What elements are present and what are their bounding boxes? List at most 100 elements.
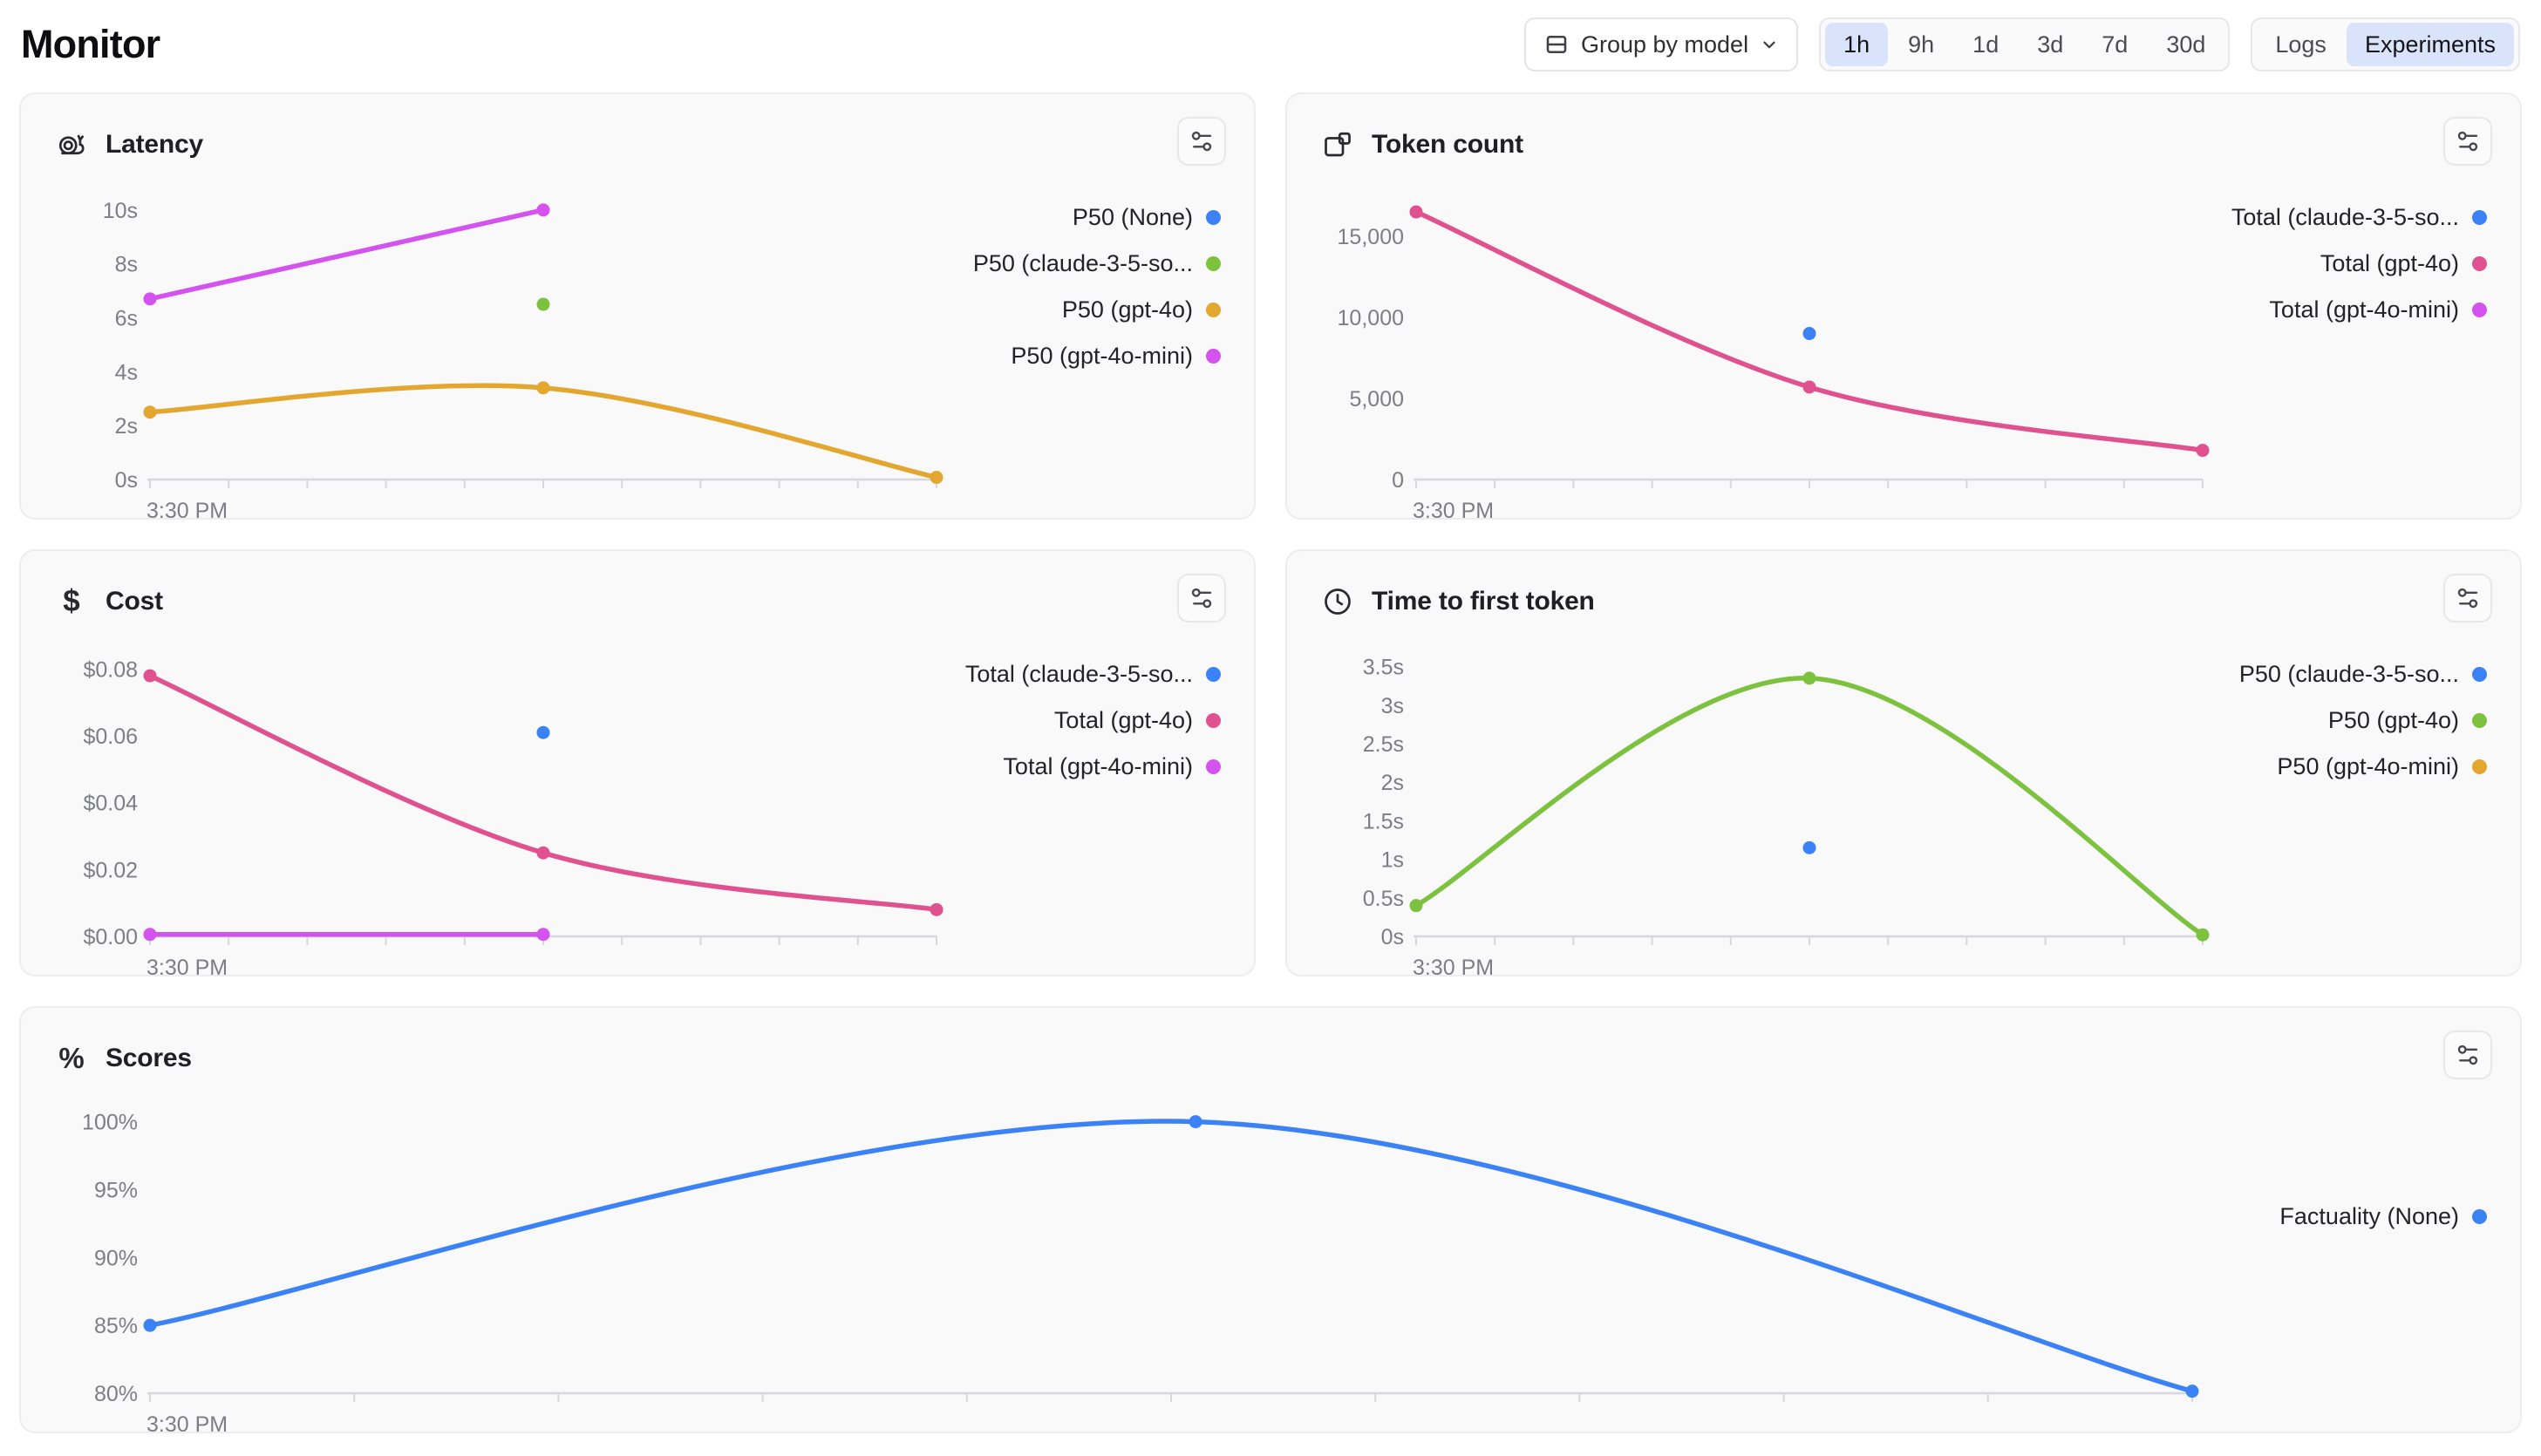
legend-swatch — [1206, 349, 1221, 364]
group-by-model-button[interactable]: Group by model — [1523, 17, 1799, 71]
legend-item[interactable]: Total (gpt-4o) — [1054, 707, 1221, 734]
y-tick-label: 0s — [115, 468, 138, 493]
chart-settings-button[interactable] — [2443, 117, 2492, 166]
legend-swatch — [1206, 210, 1221, 225]
legend-item[interactable]: Factuality (None) — [2279, 1203, 2487, 1230]
y-tick-label: 5,000 — [1349, 387, 1404, 412]
cost-chart: $0.08 $0.06 $0.04 $0.02 $0.00 3:30 PM — [83, 657, 944, 975]
charts-grid: Latency 10s 8s 6s 4s 2s 0s 3:30 PM P50 (None) P… — [19, 92, 2522, 1433]
data-point[interactable] — [143, 1318, 157, 1332]
cost-card: $ Cost $0.08 $0.06 $0.04 $0.02 $0.00 3:30 PM … — [19, 549, 1256, 976]
legend-label: P50 (gpt-4o) — [1061, 296, 1193, 323]
page-title: Monitor — [21, 22, 160, 66]
data-point[interactable] — [2196, 928, 2210, 942]
legend-label: P50 (claude-3-5-so... — [972, 250, 1193, 276]
legend-swatch — [1206, 256, 1221, 271]
data-point[interactable] — [1802, 840, 1816, 854]
data-point[interactable] — [1189, 1115, 1202, 1129]
data-point[interactable] — [1802, 380, 1816, 394]
data-point[interactable] — [2185, 1385, 2199, 1398]
x-axis-label: 3:30 PM — [146, 499, 228, 520]
legend-item[interactable]: Total (gpt-4o-mini) — [1003, 753, 1221, 780]
y-tick-label: 100% — [82, 1111, 138, 1135]
data-point[interactable] — [536, 725, 550, 739]
x-axis-label: 3:30 PM — [1413, 499, 1494, 520]
legend-item[interactable]: P50 (claude-3-5-so... — [2239, 661, 2487, 688]
chart-settings-button[interactable] — [2443, 574, 2492, 623]
y-tick-label: 10s — [103, 199, 138, 223]
card-title: Scores — [106, 1044, 192, 1072]
data-point[interactable] — [536, 203, 550, 217]
y-tick-label: 80% — [94, 1382, 138, 1406]
data-point[interactable] — [143, 928, 157, 942]
token-count-card: Token count 15,000 10,000 5,000 0 3:30 PM To… — [1285, 92, 2522, 520]
legend-swatch — [2472, 713, 2487, 728]
chart-settings-button[interactable] — [1177, 117, 1226, 166]
y-tick-label: 10,000 — [1338, 306, 1404, 330]
y-tick-label: 85% — [94, 1314, 138, 1338]
data-point[interactable] — [143, 669, 157, 683]
data-point[interactable] — [536, 381, 550, 395]
time-range-group: 1h 9h 1d 3d 7d 30d — [1819, 17, 2231, 71]
data-point[interactable] — [1802, 671, 1816, 685]
view-tab-logs[interactable]: Logs — [2257, 23, 2345, 66]
legend-item[interactable]: Total (gpt-4o) — [2320, 250, 2487, 277]
clock-icon — [1320, 586, 1355, 617]
y-tick-label: 2s — [115, 414, 138, 439]
data-point[interactable] — [930, 471, 944, 485]
legend-item[interactable]: P50 (gpt-4o) — [1062, 296, 1221, 323]
legend-item[interactable]: P50 (gpt-4o-mini) — [1011, 343, 1221, 370]
legend-label: P50 (None) — [1072, 204, 1193, 230]
time-range-1d[interactable]: 1d — [1954, 23, 2017, 66]
data-point[interactable] — [2196, 444, 2210, 458]
legend-label: Total (claude-3-5-so... — [2231, 204, 2459, 230]
legend-item[interactable]: P50 (gpt-4o) — [2328, 707, 2487, 734]
y-tick-label: 0 — [1392, 468, 1404, 493]
view-tab-experiments[interactable]: Experiments — [2346, 22, 2514, 67]
chart-settings-button[interactable] — [1177, 574, 1226, 623]
legend-swatch — [2472, 303, 2487, 317]
chevron-down-icon — [1760, 35, 1779, 54]
card-title: Cost — [106, 587, 163, 616]
data-point[interactable] — [1409, 899, 1423, 913]
data-point[interactable] — [1409, 205, 1423, 219]
time-range-30d[interactable]: 30d — [2148, 23, 2224, 66]
chart-area: 3.5s 3s 2.5s 2s 1.5s 1s 0.5s 0s 3:30 PM P50 (cla… — [1320, 635, 2487, 975]
legend-label: P50 (gpt-4o) — [2327, 707, 2459, 733]
data-point[interactable] — [536, 928, 550, 942]
percent-icon: % — [58, 1042, 85, 1074]
time-range-7d[interactable]: 7d — [2083, 23, 2146, 66]
legend-label: Total (gpt-4o-mini) — [2269, 296, 2459, 323]
page-header: Monitor Group by model 1h 9h 1d 3d 7d 30d Log… — [19, 0, 2522, 92]
time-range-3d[interactable]: 3d — [2019, 23, 2081, 66]
legend-label: Total (gpt-4o) — [1053, 707, 1193, 733]
latency-legend: P50 (None) P50 (claude-3-5-so... P50 (gpt-… — [944, 178, 1221, 518]
legend-item[interactable]: Total (claude-3-5-so... — [965, 661, 1221, 688]
view-toggle-group: Logs Experiments — [2251, 17, 2520, 71]
legend-swatch — [2472, 667, 2487, 682]
scores-legend: Factuality (None) — [2199, 1092, 2487, 1432]
legend-item[interactable]: P50 (claude-3-5-so... — [973, 250, 1221, 277]
y-tick-label: $0.02 — [83, 858, 138, 882]
legend-item[interactable]: P50 (gpt-4o-mini) — [2277, 753, 2487, 780]
data-point[interactable] — [143, 292, 157, 306]
card-header: % Scores — [54, 1031, 2492, 1083]
legend-item[interactable]: P50 (None) — [1073, 204, 1221, 231]
legend-item[interactable]: Total (claude-3-5-so... — [2231, 204, 2487, 231]
time-range-9h[interactable]: 9h — [1890, 23, 1952, 66]
series-line — [147, 1119, 2195, 1394]
data-point[interactable] — [143, 405, 157, 419]
data-point[interactable] — [930, 902, 944, 916]
legend-item[interactable]: Total (gpt-4o-mini) — [2269, 296, 2487, 323]
chart-settings-button[interactable] — [2443, 1031, 2492, 1079]
y-tick-label: 2.5s — [1363, 732, 1404, 757]
data-point[interactable] — [536, 846, 550, 860]
scores-chart: 100% 95% 90% 85% 80% 3:30 PM — [82, 1111, 2199, 1433]
x-axis-label: 3:30 PM — [146, 1412, 228, 1433]
time-range-1h[interactable]: 1h — [1825, 22, 1889, 67]
data-point[interactable] — [1802, 327, 1816, 341]
data-point[interactable] — [536, 297, 550, 311]
group-by-label: Group by model — [1580, 31, 1749, 58]
legend-label: Total (claude-3-5-so... — [964, 661, 1193, 687]
y-tick-label: 3s — [1381, 694, 1404, 718]
